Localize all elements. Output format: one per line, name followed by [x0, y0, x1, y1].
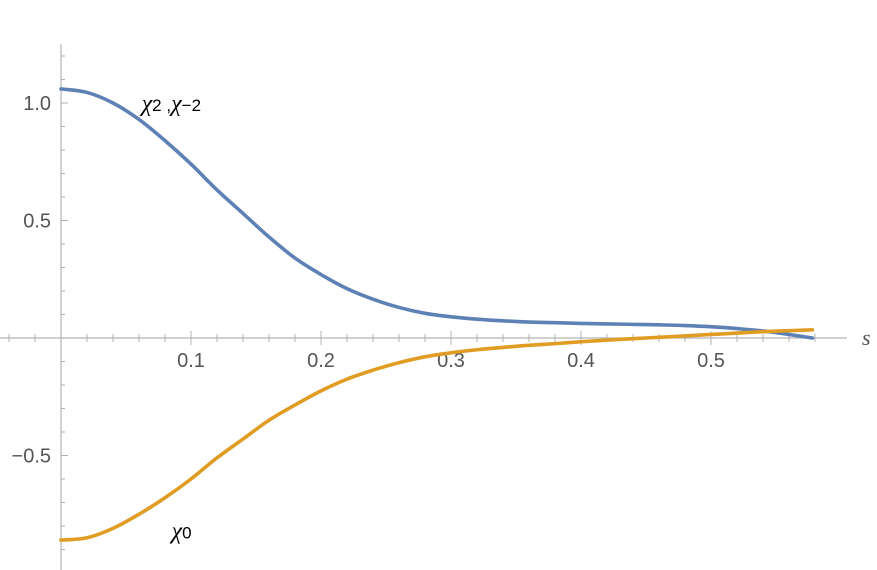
- series-label-1: χ0: [170, 519, 192, 545]
- series-label-0: χ2 ,χ−2: [140, 91, 201, 117]
- y-tick-label: 0.5: [23, 211, 51, 233]
- x-tick-label: 0.1: [177, 350, 205, 372]
- y-tick-label: −0.5: [12, 446, 51, 468]
- tick-labels: 0.1 0.2 0.3 0.4 0.5−0.50.51.0: [12, 93, 725, 468]
- x-tick-label: 0.2: [307, 350, 335, 372]
- x-axis-label: s: [862, 325, 871, 350]
- series-line-1: [59, 327, 815, 542]
- y-tick-label: 1.0: [23, 93, 51, 115]
- ticks: [8, 55, 816, 550]
- x-tick-label: 0.5: [697, 350, 725, 372]
- x-tick-label: 0.4: [567, 350, 595, 372]
- curve-labels: χ2 ,χ−2 χ0: [140, 91, 201, 545]
- series: [59, 87, 815, 542]
- series-line-0: [59, 87, 815, 340]
- axes: [0, 44, 847, 570]
